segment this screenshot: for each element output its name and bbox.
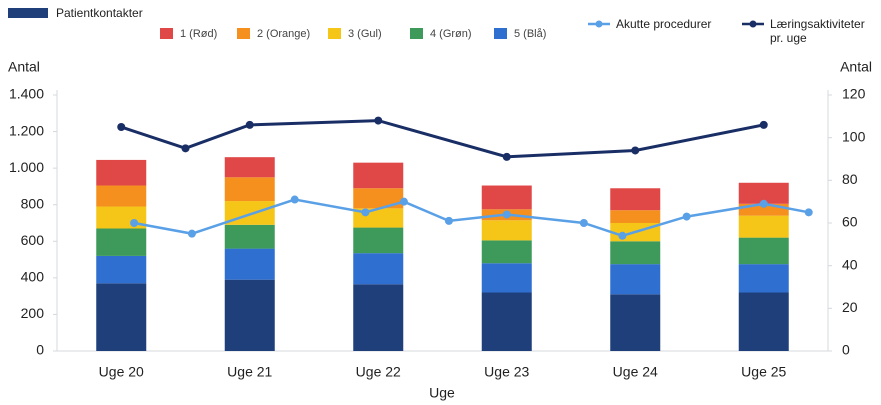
y-tick-label: 600	[21, 232, 45, 248]
x-tick-label: Uge 20	[99, 364, 144, 380]
line-point	[117, 123, 126, 131]
bar-segment	[738, 215, 789, 238]
legend-swatch	[494, 28, 507, 39]
bar-segment	[738, 237, 789, 265]
line	[120, 119, 765, 159]
legend-swatch	[237, 28, 250, 39]
bar-segment	[610, 241, 661, 265]
bar-segment	[96, 159, 147, 186]
x-tick-label: Uge 22	[356, 364, 401, 380]
line-point	[579, 219, 588, 227]
bar-segment	[481, 220, 532, 241]
y2-tick-label: 0	[842, 342, 850, 358]
legend-label: Læringsaktiviteter pr. uge	[770, 17, 865, 45]
bar-segment	[481, 292, 532, 351]
bar-segment	[353, 253, 404, 285]
line-point	[130, 219, 139, 227]
y-tick-label: 400	[21, 269, 45, 285]
bar-segment	[610, 188, 661, 211]
x-tick-label: Uge 23	[484, 364, 529, 380]
legend-swatch	[8, 8, 48, 18]
y-tick-label: 1.000	[9, 159, 44, 175]
bar-segment	[738, 182, 789, 204]
line-point	[759, 199, 768, 208]
bar-segment	[353, 188, 404, 209]
y-tick-label: 800	[21, 195, 45, 211]
line-point	[618, 231, 627, 240]
bar-segment	[96, 185, 147, 207]
y2-tick-label: 100	[842, 128, 866, 144]
bar-segment	[224, 248, 275, 280]
legend-swatch	[160, 28, 173, 39]
legend-marker	[749, 20, 757, 28]
bar-segment	[481, 240, 532, 264]
y-tick-label: 1.400	[9, 86, 44, 102]
line-point	[361, 208, 370, 217]
line-point	[502, 210, 511, 219]
legend-label: 4 (Grøn)	[430, 28, 472, 40]
y2-tick-label: 60	[842, 214, 858, 230]
line-point	[444, 216, 453, 225]
legend-label: 3 (Gul)	[348, 28, 382, 40]
line-point	[502, 152, 511, 161]
legend-label: 2 (Orange)	[257, 28, 311, 40]
y2-tick-label: 40	[842, 256, 858, 272]
bar-segment	[738, 292, 789, 351]
line-point	[399, 197, 408, 206]
line-point	[804, 208, 813, 217]
y-axis-title: Antal	[8, 59, 40, 75]
legend-label: Patientkontakter	[56, 6, 143, 20]
y-tick-label: 1.200	[9, 122, 44, 138]
legend-swatch	[328, 28, 341, 39]
bar-segment	[224, 279, 275, 351]
bar-segment	[96, 255, 147, 284]
bar-segment	[610, 264, 661, 295]
bar-segment	[610, 294, 661, 351]
bar-segment	[353, 162, 404, 189]
bar-segment	[738, 264, 789, 293]
line	[133, 198, 809, 238]
bar-segment	[96, 228, 147, 256]
legend-label: 5 (Blå)	[514, 28, 547, 40]
legend-marker	[595, 20, 603, 28]
bar-segment	[481, 185, 532, 210]
bar-segment	[738, 203, 789, 216]
bar-segment	[353, 227, 404, 254]
bar-segment	[96, 206, 147, 229]
line-point	[181, 144, 190, 153]
x-tick-label: Uge 25	[741, 364, 786, 380]
bar-segment	[353, 284, 404, 351]
y2-tick-label: 120	[842, 86, 866, 102]
legend-swatch	[410, 28, 423, 39]
y2-axis-title: Antal	[840, 59, 872, 75]
line-point	[187, 229, 196, 238]
line-point	[245, 120, 254, 129]
x-tick-label: Uge 21	[227, 364, 272, 380]
x-tick-label: Uge 24	[613, 364, 658, 380]
bar-segment	[224, 157, 275, 178]
line-point	[682, 212, 691, 221]
bar-segment	[224, 177, 275, 202]
y2-tick-label: 80	[842, 171, 858, 187]
line-point	[759, 120, 768, 129]
x-axis-title: Uge	[429, 385, 455, 401]
line-point	[374, 116, 383, 125]
bar-segment	[610, 210, 661, 223]
bar-segment	[96, 283, 147, 351]
y2-tick-label: 20	[842, 299, 858, 315]
y-tick-label: 0	[36, 342, 44, 358]
line-point	[290, 195, 299, 204]
bar-segment	[481, 263, 532, 293]
legend-label: Akutte procedurer	[616, 17, 712, 31]
bar-segment	[224, 224, 275, 249]
y-tick-label: 200	[21, 305, 45, 321]
legend-label: 1 (Rød)	[180, 28, 218, 40]
line-point	[631, 146, 640, 155]
